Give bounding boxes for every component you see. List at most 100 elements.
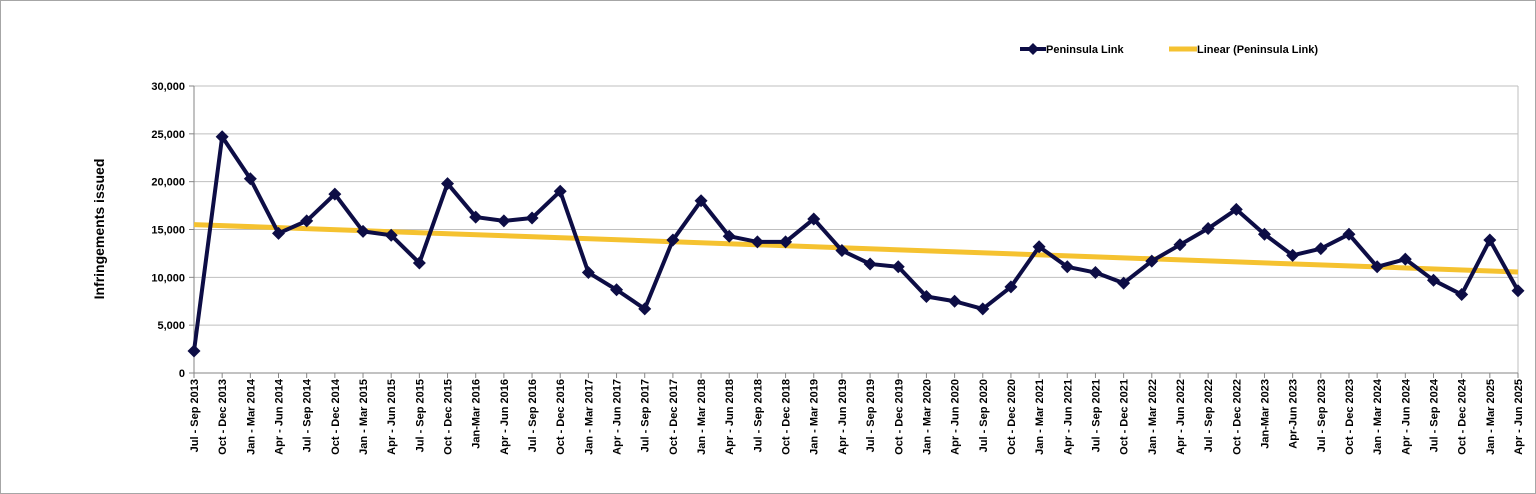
x-tick-label: Jan - Mar 2017	[583, 379, 595, 455]
data-point	[1286, 248, 1300, 262]
x-tick-label: Apr - Jun 2016	[499, 379, 511, 455]
data-point	[1032, 240, 1046, 254]
x-tick-label: Oct - Dec 2021	[1119, 379, 1131, 455]
data-point	[807, 212, 821, 226]
x-tick-label: Jul - Sep 2021	[1090, 379, 1102, 452]
x-tick-label: Jul - Sep 2014	[302, 378, 314, 452]
data-point	[722, 229, 736, 243]
data-point	[1145, 254, 1159, 268]
x-tick-label: Oct - Dec 2020	[1006, 379, 1018, 455]
x-tick-label: Oct - Dec 2014	[330, 378, 342, 455]
data-point	[610, 283, 624, 297]
y-tick-label: 5,000	[157, 320, 185, 332]
data-point	[1455, 288, 1469, 302]
x-tick-label: Jan - Mar 2021	[1034, 379, 1046, 455]
legend-label-peninsula-link: Peninsula Link	[1046, 44, 1125, 56]
x-tick-label: Jan - Mar 2018	[696, 379, 708, 455]
data-point	[1257, 227, 1271, 241]
x-tick-label: Apr - Jun 2021	[1062, 379, 1074, 455]
y-tick-label: 30,000	[151, 81, 185, 93]
data-point	[1483, 233, 1497, 247]
data-point	[497, 214, 511, 228]
data-point	[441, 177, 455, 191]
data-point	[1342, 227, 1356, 241]
x-tick-label: Jan - Mar 2020	[921, 379, 933, 455]
x-tick-label: Jul - Sep 2016	[527, 379, 539, 452]
x-tick-label: Oct - Dec 2019	[893, 379, 905, 455]
legend: Peninsula Link Linear (Peninsula Link)	[1020, 43, 1318, 56]
x-tick-label: Apr - Jun 2020	[950, 379, 962, 455]
data-point	[272, 226, 286, 240]
data-point	[1004, 280, 1018, 294]
legend-marker-diamond-icon	[1027, 43, 1039, 55]
x-tick-label: Jul - Sep 2022	[1203, 379, 1215, 452]
x-tick-label: Jan-Mar 2023	[1259, 379, 1271, 449]
x-tick-label: Jan - Mar 2025	[1485, 379, 1497, 455]
x-tick-label: Oct - Dec 2022	[1231, 379, 1243, 455]
x-tick-label: Jul - Sep 2023	[1316, 379, 1328, 452]
trendline-linear	[193, 222, 1519, 275]
legend-item-linear-trend: Linear (Peninsula Link)	[1169, 44, 1318, 56]
data-point	[835, 244, 849, 258]
data-point	[553, 184, 567, 198]
data-point	[1229, 202, 1243, 216]
y-tick-label: 15,000	[151, 225, 185, 237]
y-tick-label: 10,000	[151, 272, 185, 284]
data-point	[581, 266, 595, 280]
legend-item-peninsula-link: Peninsula Link	[1020, 43, 1125, 56]
x-tick-label: Jan - Mar 2019	[809, 379, 821, 455]
data-point	[638, 302, 652, 316]
data-point	[412, 256, 426, 270]
data-point	[919, 289, 933, 303]
x-tick-label: Oct - Dec 2016	[555, 379, 567, 455]
x-tick-label: Apr - Jun 2017	[612, 379, 624, 455]
x-tick-label: Apr - Jun 2015	[386, 379, 398, 455]
x-tick-label: Jul - Sep 2013	[189, 379, 201, 452]
y-axis-label: Infringements issued	[91, 159, 107, 300]
data-point	[243, 172, 257, 186]
data-point	[779, 235, 793, 249]
x-tick-label: Apr - Jun 2018	[724, 379, 736, 455]
x-tick-label: Oct - Dec 2018	[781, 379, 793, 455]
x-tick-label: Apr - Jun 2014	[274, 378, 286, 455]
y-tick-label: 20,000	[151, 177, 185, 189]
x-tick-label: Apr - Jun 2025	[1513, 379, 1525, 455]
data-point	[1370, 260, 1384, 274]
data-point	[863, 257, 877, 271]
trendline	[193, 222, 1519, 275]
x-tick-label: Jul - Sep 2020	[978, 379, 990, 452]
data-point	[300, 214, 314, 228]
x-tick-label: Oct - Dec 2024	[1457, 378, 1469, 455]
x-tick-label: Apr-Jun 2023	[1288, 379, 1300, 449]
gridlines	[193, 85, 1519, 374]
x-tick-label: Jan - Mar 2015	[358, 379, 370, 455]
y-tick-label: 25,000	[151, 129, 185, 141]
data-point	[384, 228, 398, 242]
data-point	[1201, 222, 1215, 236]
data-point	[1398, 252, 1412, 266]
x-tick-label: Oct - Dec 2013	[217, 379, 229, 455]
legend-label-linear-trend: Linear (Peninsula Link)	[1197, 44, 1318, 56]
data-point	[948, 294, 962, 308]
data-point	[1426, 273, 1440, 287]
data-point	[1511, 284, 1525, 298]
data-point	[1314, 242, 1328, 256]
x-tick-label: Jan-Mar 2016	[471, 379, 483, 449]
data-point	[469, 210, 483, 224]
data-point	[187, 344, 201, 358]
x-axis-ticks: Jul - Sep 2013 Oct - Dec 2013 Jan - Mar 20…	[189, 373, 1525, 455]
data-point	[1173, 238, 1187, 252]
x-tick-label: Jan - Mar 2014	[245, 378, 257, 455]
data-point	[1060, 260, 1074, 274]
x-tick-label: Oct - Dec 2015	[443, 379, 455, 455]
x-tick-label: Oct - Dec 2023	[1344, 379, 1356, 455]
x-tick-label: Jul - Sep 2019	[865, 379, 877, 452]
y-axis-ticks: 0 5,000 10,000 15,000 20,000 25,000 30,000	[151, 81, 194, 380]
data-point	[525, 211, 539, 225]
data-point	[215, 130, 229, 144]
x-tick-label: Oct - Dec 2017	[668, 379, 680, 455]
data-point	[976, 302, 990, 316]
x-tick-label: Apr - Jun 2024	[1400, 378, 1412, 455]
x-tick-label: Jan - Mar 2024	[1372, 378, 1384, 455]
